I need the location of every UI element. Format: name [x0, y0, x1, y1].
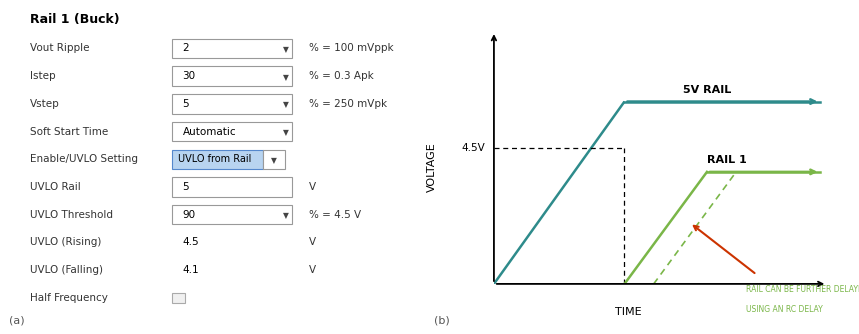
Text: ▼: ▼: [283, 128, 289, 137]
Text: 5V RAIL: 5V RAIL: [683, 85, 731, 95]
Bar: [172, 293, 185, 303]
Text: 30: 30: [183, 71, 196, 81]
Text: 90: 90: [183, 210, 196, 220]
Text: Half Frequency: Half Frequency: [30, 293, 108, 303]
Text: Istep: Istep: [30, 71, 56, 81]
Text: UVLO (Falling): UVLO (Falling): [30, 265, 103, 275]
Text: V: V: [309, 265, 316, 275]
Bar: [172, 122, 292, 141]
Text: 5: 5: [183, 182, 189, 192]
Text: 4.5: 4.5: [183, 237, 199, 247]
Text: Soft Start Time: Soft Start Time: [30, 127, 108, 137]
Text: ▼: ▼: [283, 101, 289, 109]
Text: % = 0.3 Apk: % = 0.3 Apk: [309, 71, 374, 81]
Text: UVLO from Rail: UVLO from Rail: [179, 154, 252, 164]
Text: 4.5V: 4.5V: [461, 143, 485, 153]
Text: 5: 5: [183, 99, 189, 109]
Text: (a): (a): [9, 316, 24, 326]
Text: RAIL CAN BE FURTHER DELAYED: RAIL CAN BE FURTHER DELAYED: [746, 285, 859, 294]
Text: Vout Ripple: Vout Ripple: [30, 43, 89, 53]
Text: VOLTAGE: VOLTAGE: [427, 142, 437, 191]
Text: UVLO Threshold: UVLO Threshold: [30, 210, 113, 220]
Bar: [172, 94, 292, 114]
Text: USING AN RC DELAY: USING AN RC DELAY: [746, 305, 823, 314]
Bar: [172, 205, 292, 224]
Text: V: V: [309, 237, 316, 247]
Text: 2: 2: [183, 43, 189, 53]
Text: Enable/UVLO Setting: Enable/UVLO Setting: [30, 154, 138, 164]
Text: ▼: ▼: [283, 73, 289, 81]
Text: UVLO Rail: UVLO Rail: [30, 182, 81, 192]
Bar: [172, 177, 292, 197]
Text: % = 250 mVpk: % = 250 mVpk: [309, 99, 387, 109]
Text: (b): (b): [434, 316, 449, 326]
Text: ▼: ▼: [283, 211, 289, 220]
Text: 4.1: 4.1: [183, 265, 199, 275]
Bar: [172, 150, 263, 169]
Text: % = 100 mVppk: % = 100 mVppk: [309, 43, 394, 53]
Text: % = 4.5 V: % = 4.5 V: [309, 210, 362, 220]
Text: RAIL 1: RAIL 1: [707, 155, 746, 165]
Bar: [263, 150, 285, 169]
Text: ▼: ▼: [283, 45, 289, 54]
Text: Vstep: Vstep: [30, 99, 60, 109]
Bar: [172, 66, 292, 86]
Text: UVLO (Rising): UVLO (Rising): [30, 237, 101, 247]
Text: ▼: ▼: [271, 156, 277, 165]
Text: Automatic: Automatic: [183, 127, 236, 137]
Bar: [172, 39, 292, 58]
Text: Rail 1 (Buck): Rail 1 (Buck): [30, 13, 119, 26]
Text: V: V: [309, 182, 316, 192]
Text: TIME: TIME: [615, 307, 641, 317]
